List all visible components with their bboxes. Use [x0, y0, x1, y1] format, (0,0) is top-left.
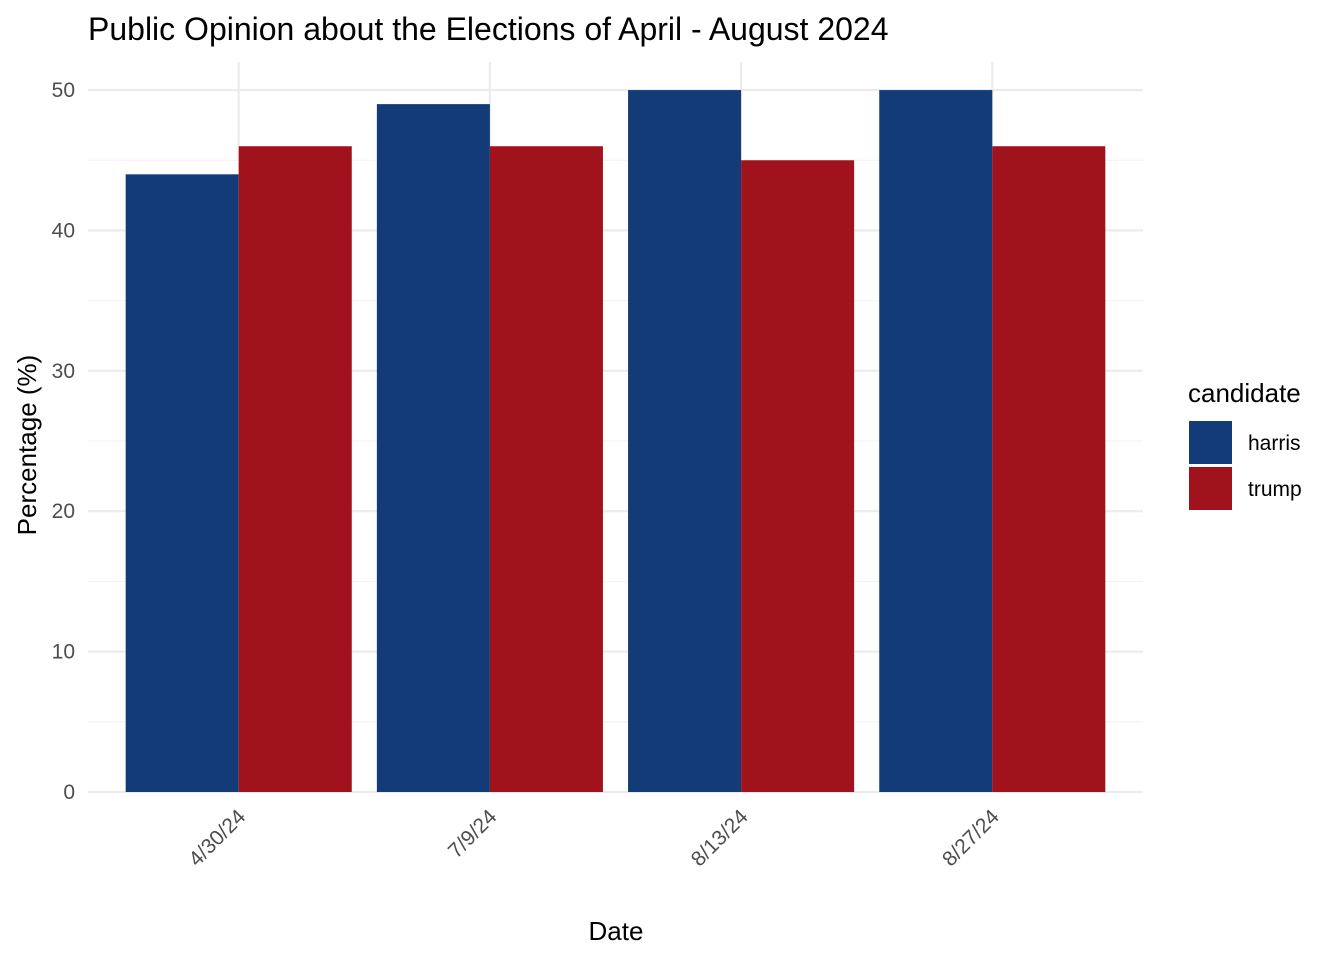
y-tick-label: 30 [52, 360, 75, 383]
legend-label: trump [1248, 478, 1302, 501]
y-tick-label: 50 [52, 79, 75, 102]
bar-harris [879, 90, 993, 793]
x-tick-label: 8/13/24 [687, 805, 753, 871]
legend: candidate harris trump [1188, 378, 1302, 510]
bar-trump [741, 160, 855, 792]
chart-title: Public Opinion about the Elections of Ap… [88, 11, 889, 47]
y-tick-label: 40 [52, 219, 75, 242]
x-tick-label: 8/27/24 [938, 805, 1004, 871]
y-axis-title: Percentage (%) [12, 355, 42, 536]
y-axis-ticks: 0 10 20 30 40 50 [52, 79, 75, 804]
legend-key-trump [1189, 467, 1232, 510]
legend-key-harris [1189, 421, 1232, 464]
bar-trump [489, 146, 603, 792]
x-axis-title: Date [589, 916, 644, 946]
bars [125, 90, 1106, 793]
x-axis-ticks: 4/30/24 7/9/24 8/13/24 8/27/24 [184, 805, 1004, 871]
bar-harris [628, 90, 742, 793]
x-tick-label: 7/9/24 [444, 805, 502, 863]
y-tick-label: 10 [52, 641, 75, 664]
y-tick-label: 20 [52, 500, 75, 523]
x-tick-label: 4/30/24 [184, 805, 250, 871]
y-tick-label: 0 [63, 781, 75, 804]
bar-trump [992, 146, 1106, 792]
bar-harris [125, 174, 239, 793]
bar-trump [238, 146, 352, 792]
bar-harris [376, 104, 490, 793]
legend-title: candidate [1188, 378, 1301, 408]
legend-label: harris [1248, 432, 1301, 455]
